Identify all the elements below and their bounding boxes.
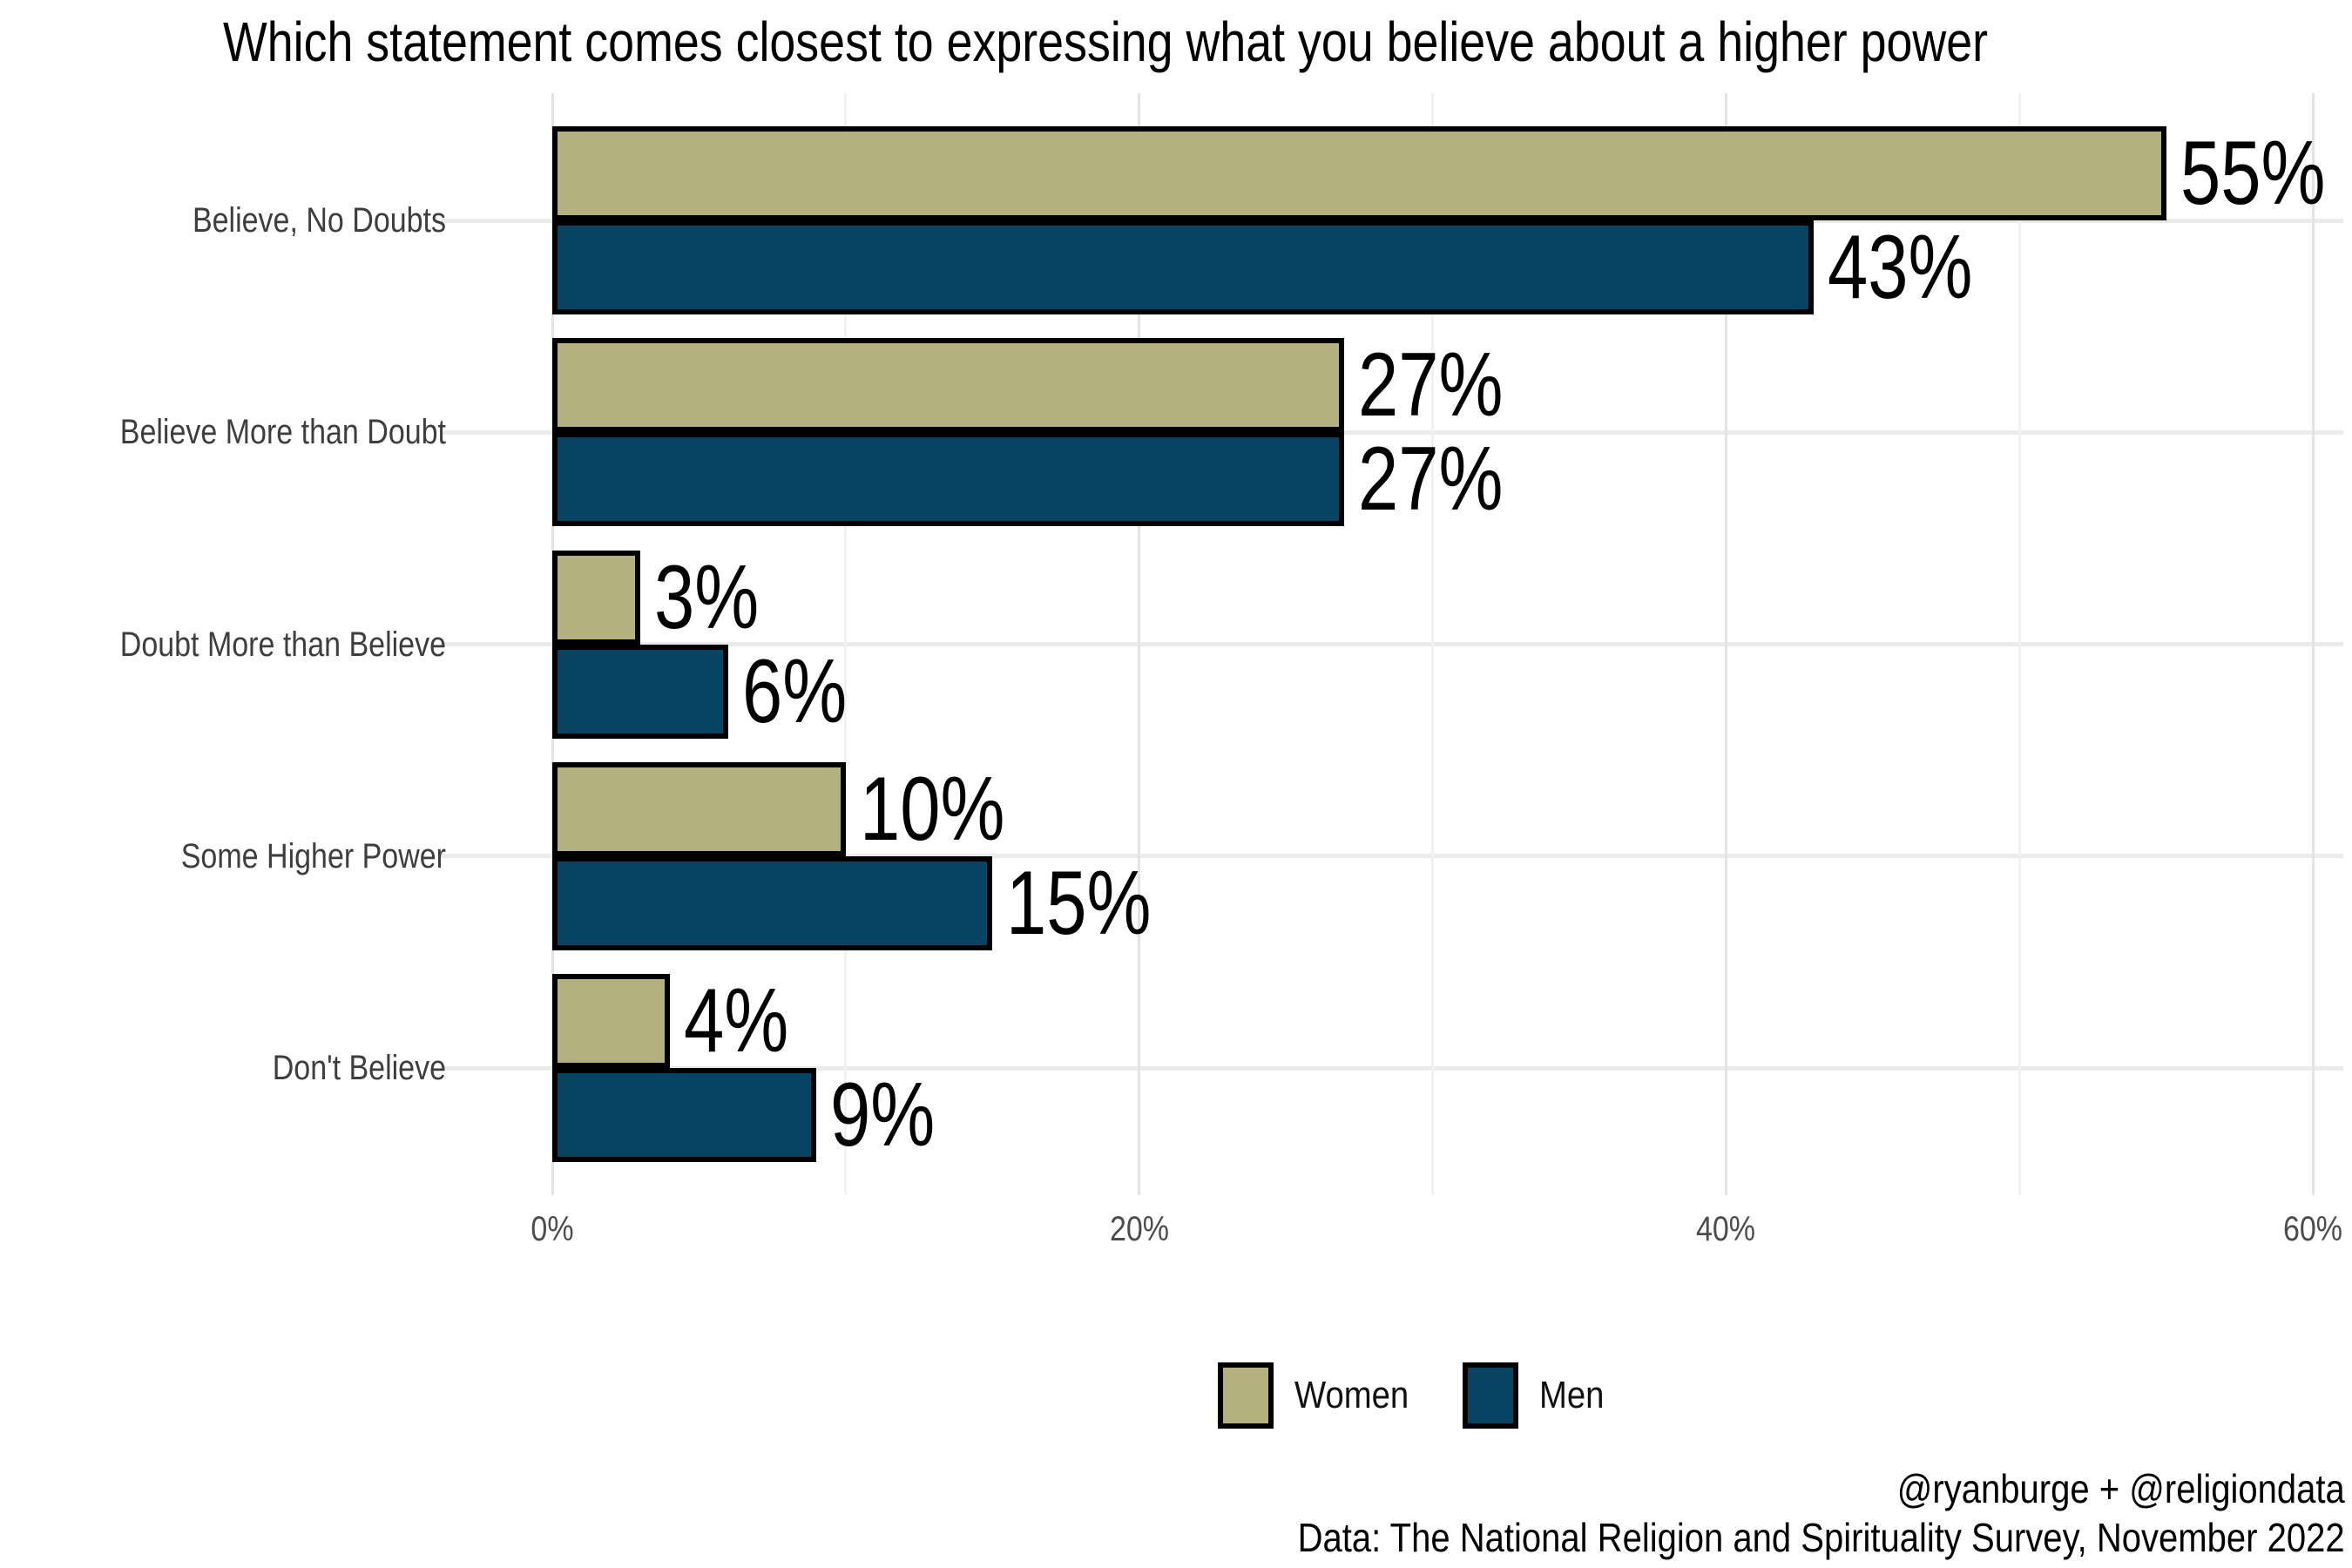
- plot-panel: 55% 43% 27% 27% 3% 6% 10% 15% 4% 9%: [551, 93, 2343, 1195]
- value-label-women-1: 27%: [1358, 335, 1504, 436]
- x-tick-label: 60%: [2282, 1210, 2343, 1248]
- gridline-vertical-major: [2311, 93, 2315, 1195]
- category-label: Don't Believe: [272, 1049, 446, 1088]
- legend-swatch-men: [1462, 1362, 1518, 1429]
- legend-label-women: Women: [1294, 1374, 1409, 1416]
- value-label-men-3: 15%: [1006, 852, 1152, 954]
- value-label-men-0: 43%: [1828, 217, 1973, 318]
- gridline-vertical-minor: [844, 93, 848, 1195]
- legend: Women Men: [1218, 1362, 1613, 1429]
- gridline-horizontal: [441, 854, 2343, 859]
- bar-men-2: [552, 644, 728, 739]
- chart-title: Which statement comes closest to express…: [223, 10, 1989, 73]
- x-tick-label: 20%: [1109, 1210, 1169, 1248]
- gridline-vertical-minor: [1431, 93, 1434, 1195]
- bar-women-3: [552, 761, 846, 856]
- bar-women-1: [552, 338, 1344, 433]
- gridline-vertical-major: [1138, 93, 1141, 1195]
- category-label: Believe, No Doubts: [192, 201, 446, 240]
- bar-men-1: [552, 432, 1344, 527]
- value-label-women-3: 10%: [860, 758, 1005, 860]
- legend-item-women: Women: [1218, 1362, 1426, 1429]
- bar-women-4: [552, 974, 670, 1069]
- bar-women-2: [552, 550, 640, 645]
- bar-men-0: [552, 220, 1814, 314]
- value-label-men-2: 6%: [742, 640, 848, 742]
- legend-label-men: Men: [1538, 1374, 1605, 1416]
- x-tick-label: 0%: [531, 1210, 574, 1248]
- legend-swatch-women: [1218, 1362, 1274, 1429]
- category-label: Doubt More than Believe: [119, 625, 446, 664]
- value-label-women-0: 55%: [2180, 123, 2326, 224]
- legend-item-men: Men: [1462, 1362, 1614, 1429]
- gridline-vertical-minor: [2017, 93, 2021, 1195]
- bar-men-3: [552, 855, 992, 950]
- bar-women-0: [552, 126, 2166, 220]
- gridline-horizontal: [441, 429, 2343, 435]
- bar-men-4: [552, 1068, 816, 1163]
- footer-credit: @ryanburge + @religiondata: [1897, 1466, 2345, 1511]
- value-label-men-4: 9%: [830, 1064, 936, 1166]
- value-label-men-1: 27%: [1358, 429, 1504, 531]
- x-tick-label: 40%: [1696, 1210, 1756, 1248]
- value-label-women-2: 3%: [654, 546, 760, 648]
- gridline-horizontal: [441, 1065, 2343, 1071]
- gridline-vertical-major: [1724, 93, 1727, 1195]
- footer-source: Data: The National Religion and Spiritua…: [1297, 1515, 2345, 1560]
- value-label-women-4: 4%: [684, 970, 789, 1072]
- gridline-horizontal: [441, 642, 2343, 647]
- category-label: Some Higher Power: [180, 836, 446, 875]
- category-label: Believe More than Doubt: [119, 413, 446, 452]
